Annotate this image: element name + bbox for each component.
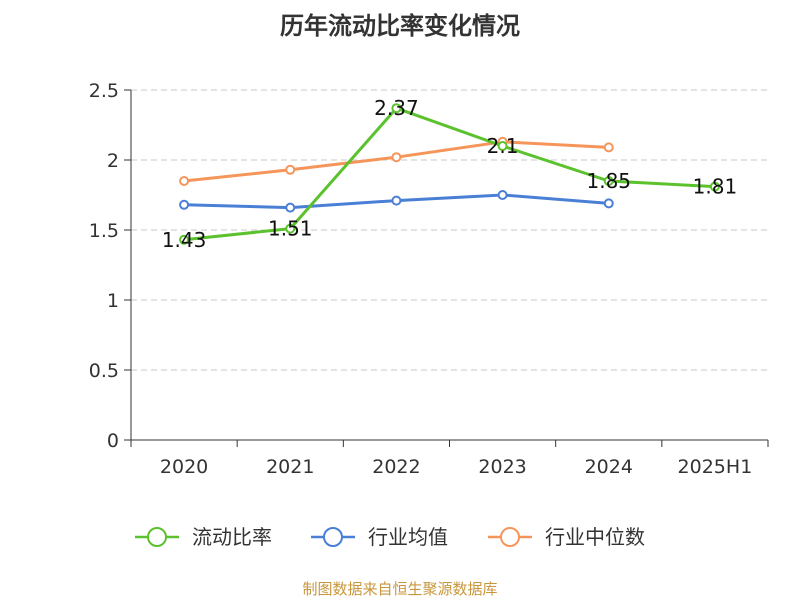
legend-marker-icon (147, 527, 167, 547)
legend-label: 流动比率 (192, 525, 272, 549)
data-point (497, 141, 508, 151)
chart-title: 历年流动比率变化情况 (280, 12, 520, 40)
legend-label: 行业均值 (368, 525, 448, 549)
data-point (391, 195, 402, 206)
legend-marker-icon (500, 527, 520, 547)
legend[interactable]: 流动比率 行业均值 行业中位数 (135, 525, 645, 549)
y-tick-label: 0.5 (89, 360, 119, 382)
legend-item-0[interactable]: 流动比率 (135, 525, 272, 549)
data-labels: 1.43 1.51 2.37 2.1 1.85 1.81 (162, 96, 737, 252)
data-label: 1.51 (268, 217, 313, 241)
y-tick-label: 1.5 (89, 220, 119, 242)
data-point (603, 198, 614, 209)
y-tick-label: 2 (107, 150, 119, 172)
x-tick-label: 2024 (585, 456, 633, 478)
data-point (603, 176, 614, 186)
grid-lines (131, 89, 768, 371)
series-line-0 (183, 106, 715, 242)
x-tick-label: 2023 (478, 456, 526, 478)
data-point (497, 190, 508, 200)
data-label: 1.81 (693, 175, 738, 199)
y-tick-label: 0 (107, 430, 119, 452)
data-point (391, 103, 402, 114)
legend-item-2[interactable]: 行业中位数 (488, 525, 645, 549)
data-point (285, 202, 296, 213)
data-label: 2.37 (374, 96, 419, 120)
y-tick-label: 2.5 (89, 80, 119, 102)
data-label: 2.1 (487, 134, 519, 158)
x-tick-label: 2022 (372, 456, 420, 478)
series-lines (179, 103, 720, 245)
x-tick-label: 2020 (160, 456, 208, 478)
data-point (179, 199, 190, 210)
data-label: 1.43 (162, 228, 207, 252)
legend-marker-icon (323, 527, 343, 547)
data-point (603, 142, 614, 153)
data-point (391, 152, 402, 163)
x-tick-label: 2025H1 (678, 456, 753, 478)
legend-item-1[interactable]: 行业均值 (311, 525, 448, 549)
data-point (285, 164, 296, 175)
source-note: 制图数据来自恒生聚源数据库 (302, 580, 498, 598)
data-point (709, 181, 720, 192)
data-point (179, 176, 190, 186)
data-point (179, 234, 190, 245)
x-tick-label: 2021 (266, 456, 314, 478)
legend-label: 行业中位数 (545, 525, 645, 549)
axes: 0 0.5 1 1.5 2 2.5 2020 2021 2022 2023 2024 2025H1 (89, 80, 769, 478)
y-tick-label: 1 (107, 290, 119, 312)
data-point (285, 223, 296, 234)
data-label: 1.85 (586, 169, 631, 193)
